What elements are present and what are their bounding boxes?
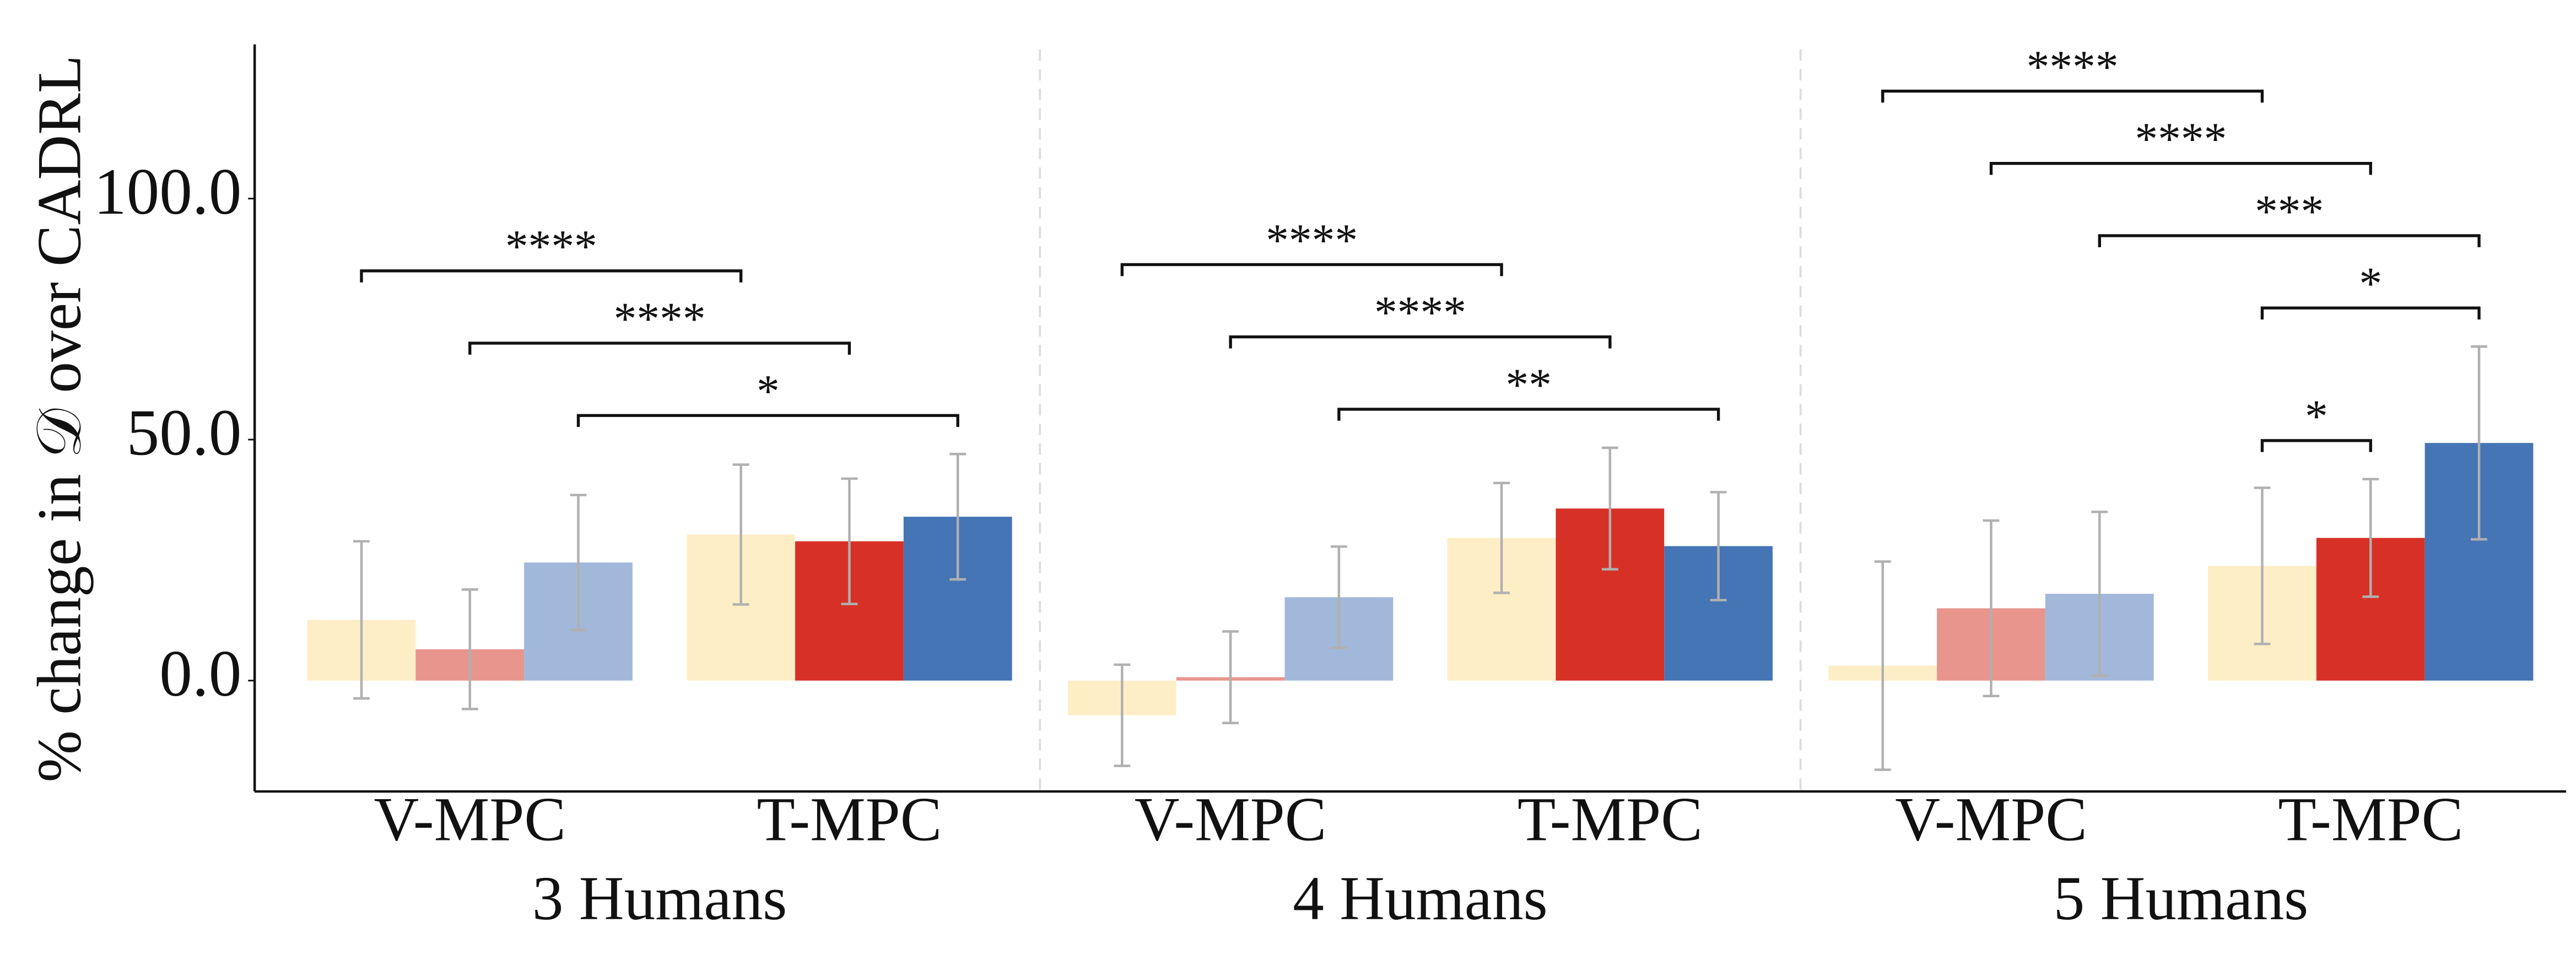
error-bar [1331,545,1347,649]
y-tick-label: 50.0 [127,397,242,469]
significance-label: **** [614,294,706,344]
y-axis-label: % change in 𝒟 over CADRL [24,55,94,782]
x-tick-label: V-MPC [374,785,566,854]
significance-bracket [576,414,959,427]
error-bar [1710,491,1727,601]
significance-bracket [2260,306,2481,320]
error-bar [1874,560,1891,771]
significance-bracket [1989,161,2372,175]
significance-label: **** [2027,42,2119,93]
significance-label: **** [2135,114,2227,165]
error-bar [1983,519,2000,697]
group-label: 5 Humans [2054,864,2309,933]
group-label: 3 Humans [532,864,787,933]
error-bar [353,540,370,700]
error-bar [732,463,749,606]
significance-bracket [468,341,851,355]
significance-bracket [1120,263,1503,276]
significance-bracket [1881,89,2264,103]
significance-label: *** [2255,186,2324,237]
error-bar [841,477,858,605]
error-bar [1222,630,1239,725]
significance-bracket [2098,234,2481,247]
error-bar [1493,481,1510,594]
error-bar [2471,345,2487,541]
significance-bracket [1337,408,1720,421]
significance-label: **** [1374,287,1466,338]
x-tick-label: V-MPC [1895,785,2087,854]
error-bar [461,588,478,710]
significance-label: **** [505,221,597,272]
error-bar [1114,663,1131,767]
significance-label: ** [1506,360,1552,410]
x-tick-label: V-MPC [1135,785,1326,854]
significance-label: **** [1266,215,1358,266]
x-tick-label: T-MPC [2278,785,2463,854]
error-bar [570,493,587,632]
significance-bracket [2260,439,2372,452]
error-bar [2091,511,2108,677]
error-bar [2254,486,2271,645]
significance-label: * [2305,391,2328,442]
significance-label: * [2359,259,2382,310]
x-tick-label: T-MPC [757,785,942,854]
y-tick-label: 0.0 [159,637,241,710]
error-bar [2362,477,2379,598]
significance-label: * [757,366,780,417]
x-tick-label: T-MPC [1517,785,1703,854]
significance-bracket [1229,335,1612,349]
error-bar [1601,446,1618,571]
y-tick-label: 100.0 [94,155,241,228]
error-bar [949,453,966,581]
group-label: 4 Humans [1293,864,1548,933]
significance-bracket [360,269,743,283]
